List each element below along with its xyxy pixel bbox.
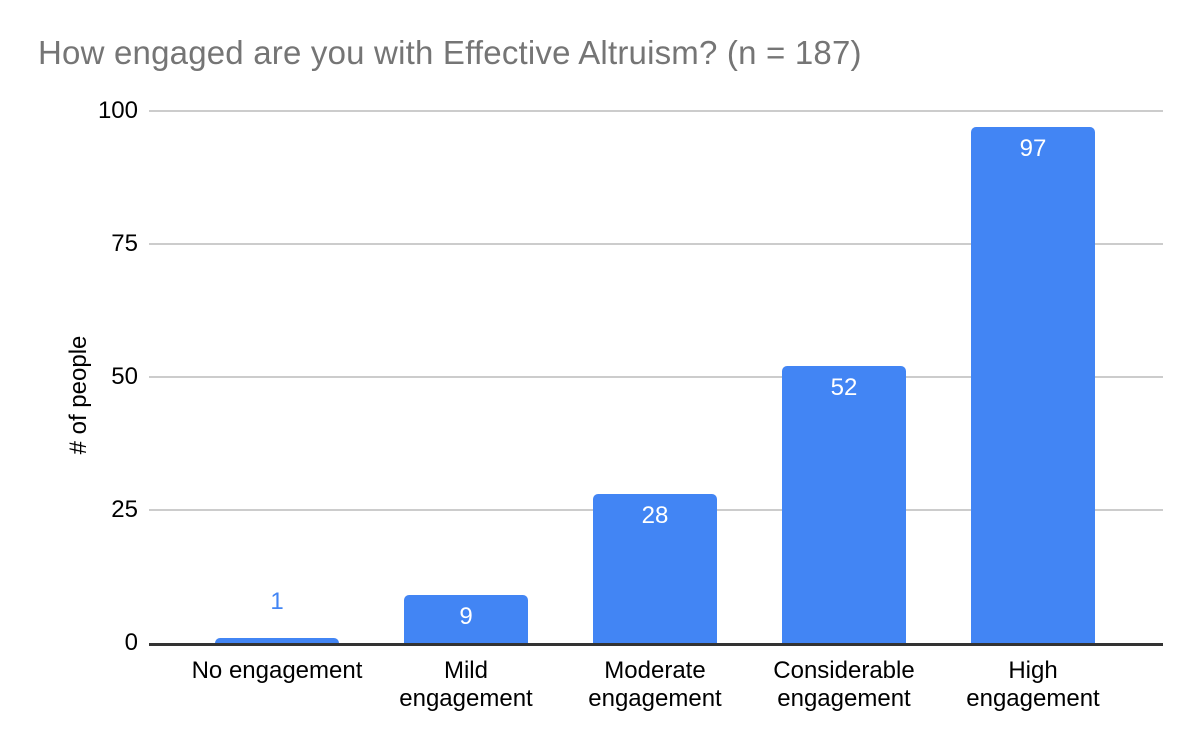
bar-value-label: 97: [1019, 135, 1047, 162]
bar-moderate-engagement: [593, 494, 717, 643]
y-tick-label: 75: [111, 230, 138, 257]
y-tick-label: 25: [111, 496, 138, 523]
x-category-label-mild-engagement: Mild engagement: [361, 657, 571, 713]
chart-title: How engaged are you with Effective Altru…: [38, 34, 862, 71]
bar-mild-engagement: [404, 595, 528, 643]
x-category-label-line: Considerable: [773, 657, 915, 684]
plot-area: 1 9 28 52 97: [149, 110, 1163, 646]
x-axis-line: [149, 643, 1163, 646]
x-category-label-moderate-engagement: Moderate engagement: [550, 657, 760, 713]
x-category-label-considerable-engagement: Considerable engagement: [739, 657, 949, 713]
x-category-label-high-engagement: High engagement: [928, 657, 1138, 713]
gridline: [149, 110, 1163, 112]
y-tick-label: 0: [124, 629, 138, 656]
gridline: [149, 376, 1163, 378]
bar-value-label: 52: [830, 374, 858, 401]
y-tick-label: 100: [97, 97, 138, 124]
bar-no-engagement: [215, 638, 339, 643]
bar-considerable-engagement: [782, 366, 906, 643]
bar-value-label: 28: [641, 502, 669, 529]
x-category-label-line: No engagement: [191, 657, 363, 684]
bar-value-label: 1: [270, 588, 284, 615]
x-category-label-line: engagement: [588, 685, 722, 712]
x-category-label-line: High: [1008, 657, 1058, 684]
y-tick-label: 50: [111, 363, 138, 390]
x-category-label-line: engagement: [777, 685, 911, 712]
x-category-label-line: Moderate: [604, 657, 706, 684]
x-category-label-line: engagement: [399, 685, 533, 712]
x-category-label-line: engagement: [966, 685, 1100, 712]
x-category-label-line: Mild: [443, 657, 488, 684]
x-category-label-no-engagement: No engagement: [172, 657, 382, 685]
bar-high-engagement: [971, 127, 1095, 643]
gridline: [149, 243, 1163, 245]
bar-value-label: 9: [459, 603, 473, 630]
